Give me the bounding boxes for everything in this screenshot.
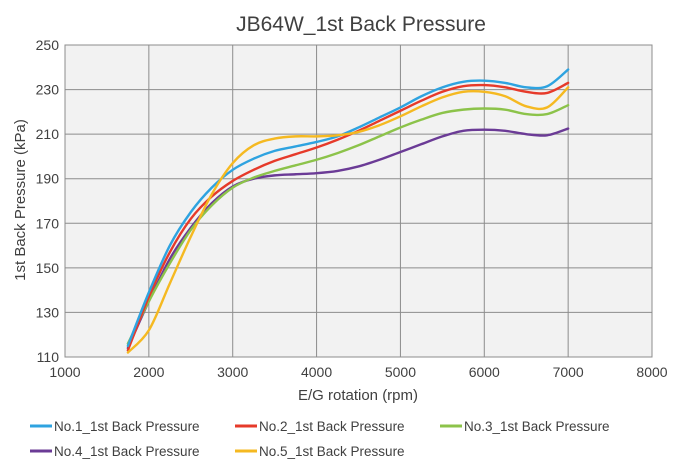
legend-label: No.3_1st Back Pressure [464, 419, 610, 434]
legend-item-5: No.5_1st Back Pressure [235, 444, 405, 459]
legend-item-2: No.2_1st Back Pressure [235, 419, 405, 434]
y-axis-label: 1st Back Pressure (kPa) [12, 119, 29, 281]
x-tick-label: 1000 [49, 364, 80, 380]
legend-label: No.1_1st Back Pressure [54, 419, 200, 434]
y-tick-label: 150 [36, 260, 60, 276]
y-tick-label: 210 [36, 126, 60, 142]
x-tick-label: 6000 [469, 364, 500, 380]
plot-background [65, 45, 652, 357]
y-tick-label: 130 [36, 304, 60, 320]
legend-item-3: No.3_1st Back Pressure [440, 419, 610, 434]
legend-item-4: No.4_1st Back Pressure [30, 444, 200, 459]
series-line-5 [126, 86, 570, 354]
grid-lines [64, 44, 653, 358]
axis-ticks: 1000 2000 3000 4000 5000 6000 7000 8000 110 130 15… [36, 37, 668, 380]
x-tick-label: 7000 [553, 364, 584, 380]
x-tick-label: 2000 [133, 364, 164, 380]
plot-area [65, 45, 652, 357]
y-tick-label: 190 [36, 171, 60, 187]
y-tick-label: 250 [36, 37, 60, 53]
y-tick-label: 230 [36, 82, 60, 98]
x-axis-label: E/G rotation (rpm) [298, 387, 418, 404]
y-tick-label: 170 [36, 215, 60, 231]
series-line-2 [126, 81, 570, 352]
plot-border [64, 44, 653, 358]
series-lines [126, 68, 570, 354]
series-line-1 [126, 68, 570, 348]
legend-label: No.4_1st Back Pressure [54, 444, 200, 459]
y-tick-label: 110 [37, 349, 60, 365]
x-tick-label: 3000 [217, 364, 248, 380]
x-tick-label: 5000 [385, 364, 416, 380]
x-tick-label: 8000 [636, 364, 667, 380]
legend-label: No.5_1st Back Pressure [259, 444, 405, 459]
legend-item-1: No.1_1st Back Pressure [30, 419, 200, 434]
legend-label: No.2_1st Back Pressure [259, 419, 405, 434]
legend: No.1_1st Back Pressure No.2_1st Back Pres… [30, 419, 610, 459]
chart-title: JB64W_1st Back Pressure [236, 13, 486, 36]
x-tick-label: 4000 [301, 364, 332, 380]
